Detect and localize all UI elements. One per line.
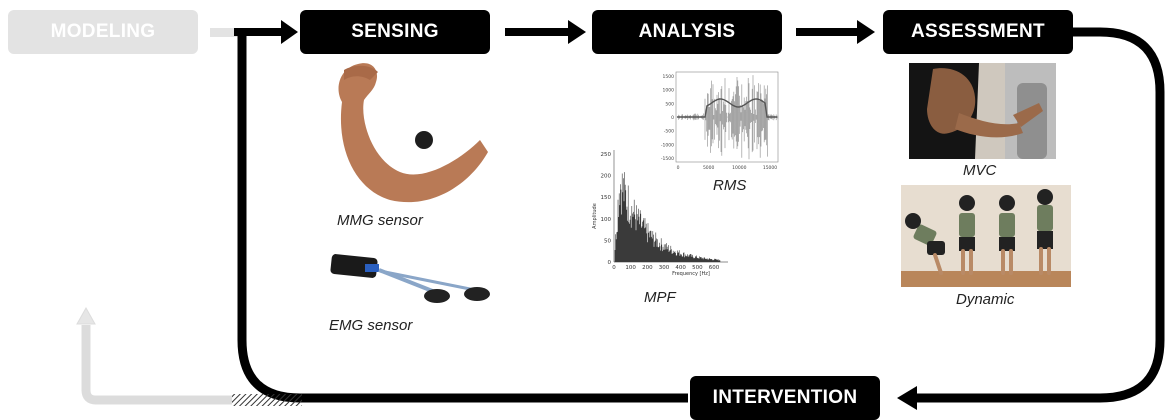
mpf-xtick-label: 300 — [659, 265, 670, 271]
mpf-ytick-label: 100 — [601, 217, 612, 223]
stage-analysis-label: ANALYSIS — [638, 21, 736, 42]
stage-modeling: MODELING — [8, 10, 198, 54]
modeling-connector — [210, 28, 238, 37]
assessment-to-intervention-loop — [915, 27, 1165, 403]
stage-intervention: INTERVENTION — [690, 376, 880, 420]
loop-to-sensing-arrow — [234, 20, 298, 44]
intervention-arrowhead — [897, 386, 917, 410]
return-to-modeling-arrowhead — [76, 306, 96, 325]
mpf-x-axis-label: Frequency [Hz] — [672, 271, 710, 277]
caption-rms: RMS — [713, 177, 747, 194]
rms-envelope-line — [677, 98, 777, 118]
mmg-arm-image — [338, 63, 488, 203]
mmg-sensor-disc — [415, 131, 433, 149]
rms-ytick-label: -1000 — [661, 142, 674, 148]
mpf-spectrum-bars — [614, 172, 721, 262]
emg-sensor-image — [330, 254, 490, 303]
analysis-to-assessment-arrow — [796, 20, 875, 44]
rms-xtick-label: 15000 — [763, 165, 777, 171]
sensing-to-analysis-arrow — [505, 20, 586, 44]
mpf-y-axis-label: Amplitude — [592, 203, 598, 229]
caption-dynamic: Dynamic — [956, 291, 1015, 308]
rms-ytick-label: 1000 — [663, 88, 675, 94]
caption-mpf: MPF — [644, 289, 676, 306]
dynamic-photo — [901, 185, 1071, 287]
mpf-ytick-label: 250 — [601, 152, 612, 158]
mpf-xtick-label: 400 — [675, 265, 686, 271]
mpf-xtick-label: 500 — [692, 265, 703, 271]
mpf-ytick-label: 50 — [604, 238, 611, 244]
return-to-modeling-line — [81, 325, 232, 405]
rms-xtick-label: 10000 — [732, 165, 746, 171]
mpf-xtick-label: 600 — [709, 265, 720, 271]
stage-modeling-label: MODELING — [50, 21, 156, 42]
rms-ytick-label: -1500 — [661, 156, 674, 162]
mvc-photo — [909, 63, 1056, 159]
stage-assessment-label: ASSESSMENT — [911, 21, 1045, 42]
stage-analysis: ANALYSIS — [592, 10, 782, 54]
rms-ytick-label: 1500 — [663, 74, 675, 80]
mpf-xtick-label: 200 — [642, 265, 653, 271]
stage-sensing-label: SENSING — [351, 21, 439, 42]
rms-xtick-label: 0 — [677, 165, 680, 171]
mpf-ytick-label: 200 — [601, 174, 612, 180]
rms-ytick-label: -500 — [664, 129, 674, 135]
caption-mmg-sensor: MMG sensor — [337, 212, 423, 229]
caption-mvc: MVC — [963, 162, 997, 179]
rms-ytick-label: 500 — [665, 101, 674, 107]
mpf-xtick-label: 100 — [625, 265, 636, 271]
rms-ytick-label: 0 — [671, 115, 674, 121]
rms-xtick-label: 5000 — [703, 165, 715, 171]
caption-emg-sensor: EMG sensor — [329, 317, 413, 334]
mpf-ytick-label: 150 — [601, 195, 612, 201]
hatched-segment — [232, 394, 302, 406]
stage-intervention-label: INTERVENTION — [712, 387, 858, 408]
stage-sensing: SENSING — [300, 10, 490, 54]
mpf-ytick-label: 0 — [608, 260, 612, 266]
stage-assessment: ASSESSMENT — [883, 10, 1073, 54]
mpf-xtick-label: 0 — [612, 265, 616, 271]
